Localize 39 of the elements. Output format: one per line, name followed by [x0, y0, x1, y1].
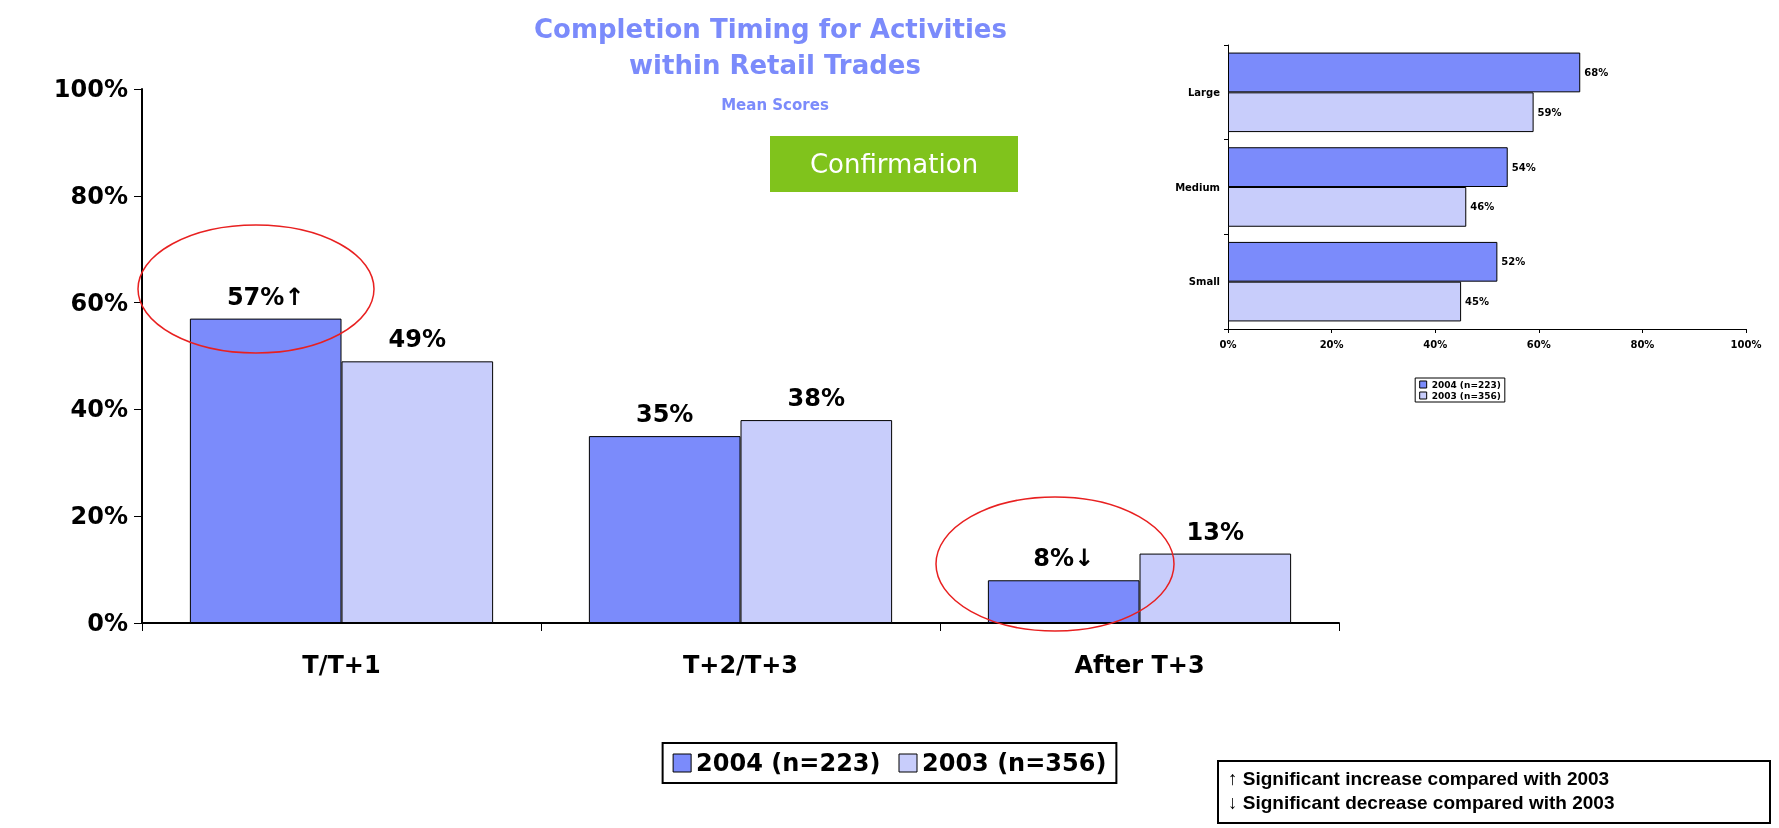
data-label: 49%: [388, 325, 447, 354]
text: ↓ Significant decrease compared with 2003: [1228, 792, 1615, 813]
legend-label: 2004 (n=223): [696, 749, 881, 777]
data-label: 68%: [1584, 66, 1609, 78]
y-tick-label: 80%: [70, 181, 128, 210]
legend-label: 2003 (n=356): [1431, 390, 1501, 401]
data-label: 59%: [1537, 106, 1562, 118]
data-label: 35%: [635, 400, 694, 429]
y-tick-label: Small: [1188, 276, 1220, 288]
data-label: 45%: [1465, 296, 1490, 308]
y-tick-label: 60%: [70, 288, 128, 317]
x-tick-label: 80%: [1630, 338, 1655, 350]
data-label: 8%↓: [1033, 544, 1095, 573]
x-tick-label: 60%: [1526, 338, 1551, 350]
data-label: 38%: [787, 384, 846, 413]
y-tick-label: 100%: [53, 75, 128, 103]
x-tick-label: 20%: [1319, 338, 1344, 350]
data-label: 52%: [1501, 256, 1526, 268]
x-tick-label: T+2/T+3: [682, 651, 799, 679]
x-tick-label: 40%: [1423, 338, 1448, 350]
chart-title: Completion Timing for Activities within Retail Trades: [533, 14, 1017, 80]
x-tick-label: T/T+1: [302, 651, 381, 679]
chart-subtitle: Mean Scores: [721, 95, 829, 114]
data-label: 13%: [1186, 517, 1245, 546]
x-tick-label: 0%: [1219, 338, 1237, 350]
annotation: Confirmation: [809, 149, 979, 179]
y-tick-label: Medium: [1175, 181, 1220, 193]
data-label: 57%↑: [226, 282, 305, 311]
legend-label: 2003 (n=356): [922, 749, 1107, 777]
y-tick-label: 0%: [87, 609, 128, 637]
text: ↑ Significant increase compared with 2003: [1228, 768, 1610, 789]
y-tick-label: 20%: [70, 502, 128, 531]
y-tick-label: Large: [1188, 86, 1221, 98]
x-tick-label: 100%: [1730, 338, 1762, 350]
data-label: 54%: [1511, 161, 1536, 173]
x-tick-label: After T+3: [1074, 651, 1205, 679]
data-label: 46%: [1470, 201, 1495, 213]
legend-label: 2004 (n=223): [1431, 379, 1501, 390]
y-tick-label: 40%: [70, 395, 128, 424]
